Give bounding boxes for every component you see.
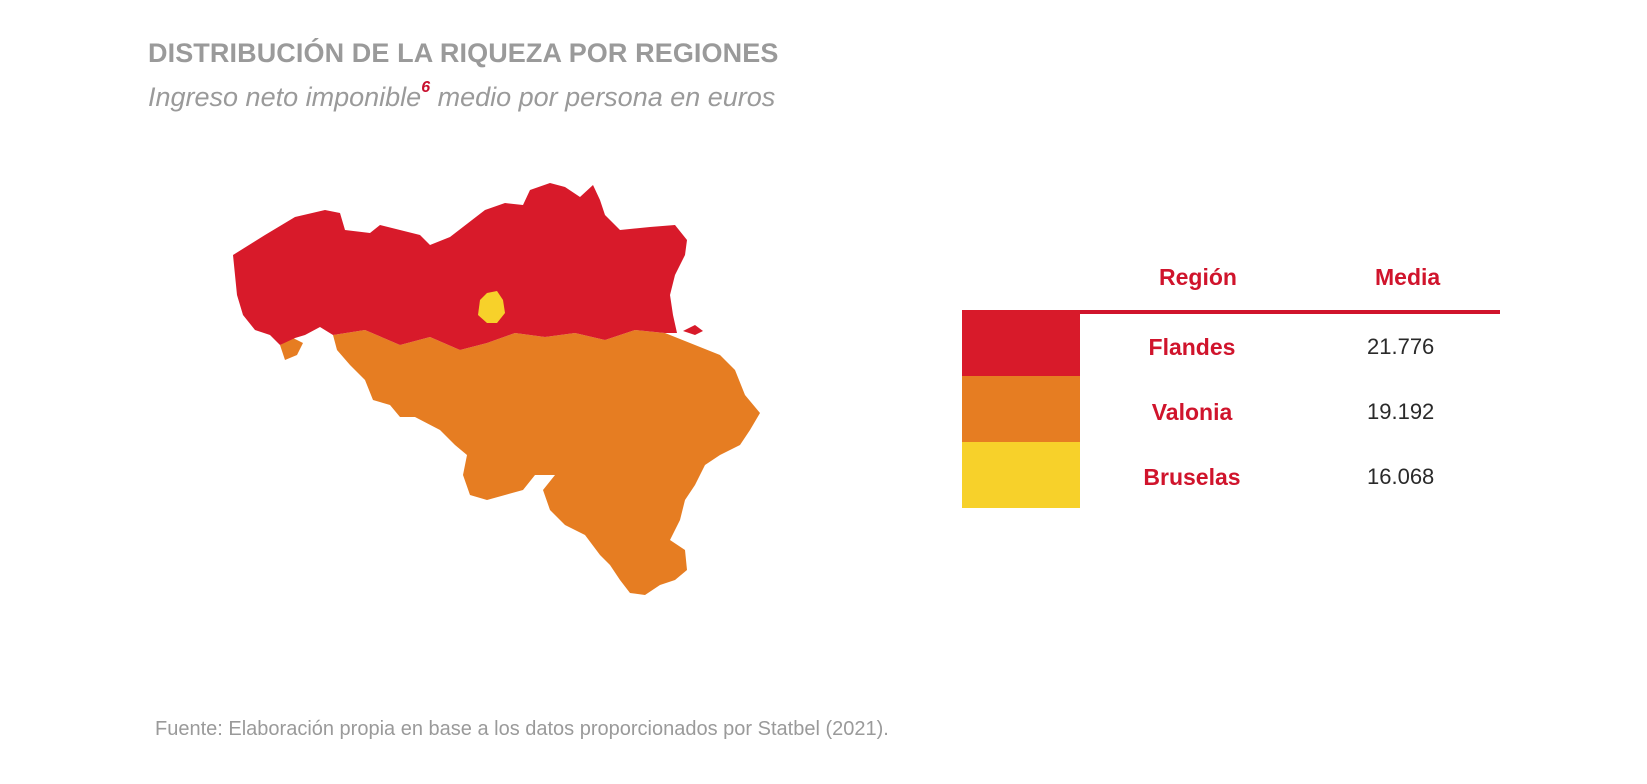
region-name: Bruselas [1143,464,1241,490]
region-flandes [233,183,687,350]
region-name: Flandes [1148,334,1236,360]
legend-table: Región Media Flandes 21.776 Valonia 19.1… [962,250,1502,510]
swatch-bruselas [962,442,1080,508]
region-name: Valonia [1151,399,1233,425]
belgium-map [233,183,760,595]
region-value: 16.068 [1367,464,1435,489]
footnote-marker: 6 [421,79,431,96]
region-valonia-enclave [280,338,303,360]
region-value: 19.192 [1367,399,1435,424]
chart-title: DISTRIBUCIÓN DE LA RIQUEZA POR REGIONES [148,38,779,68]
source-note: Fuente: Elaboración propia en base a los… [155,718,889,740]
region-value: 21.776 [1367,334,1435,359]
region-flandes-voeren [683,325,703,335]
swatch-valonia [962,376,1080,442]
swatch-flandes [962,310,1080,376]
region-valonia [333,330,760,595]
region-bruselas [478,291,505,323]
column-header-media: Media [1375,264,1441,290]
subtitle-text: Ingreso neto imponible [148,82,422,112]
column-header-region: Región [1159,264,1237,290]
header-rule [962,310,1500,314]
subtitle-text-end: medio por persona en euros [430,82,776,112]
chart-subtitle: Ingreso neto imponible6 medio por person… [148,79,776,113]
